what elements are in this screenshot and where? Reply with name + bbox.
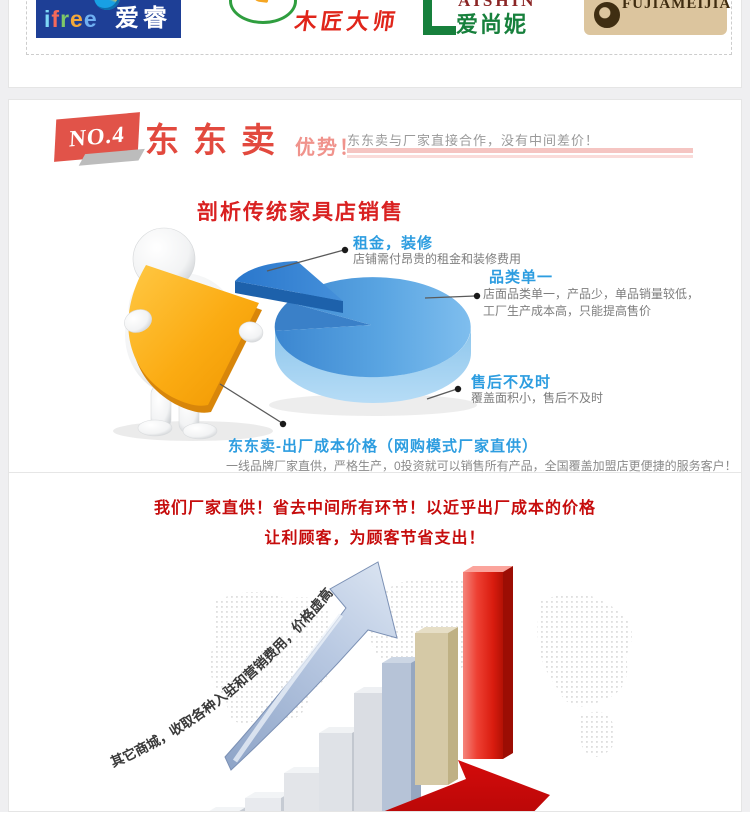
pie-chart bbox=[235, 261, 471, 403]
callout-dots bbox=[279, 246, 481, 428]
section-number-badge: NO.4 bbox=[54, 112, 140, 162]
section-title-suffix: 优势！ bbox=[295, 137, 361, 159]
dark-slice-side bbox=[235, 281, 343, 313]
pie-shadow bbox=[269, 394, 477, 416]
advantage-section: NO.4 东东卖 优势！ 东东卖与厂家直接合作，没有中间差价！ 剖析传统家具店销… bbox=[8, 99, 742, 812]
callout-lines bbox=[219, 249, 476, 424]
factory-price-title: 东东卖-出厂成本价格（网购模式厂家直供） bbox=[228, 438, 538, 455]
bar-8-red bbox=[463, 566, 513, 759]
callout-aftersales-title: 售后不及时 bbox=[471, 374, 552, 391]
pie-side bbox=[275, 327, 471, 403]
statement-line2: 让利顾客，为顾客节省支出！ bbox=[264, 530, 486, 547]
ifree-globe-icon bbox=[94, 0, 120, 10]
growth-bars bbox=[209, 566, 513, 811]
ifree-wordmark: ifree bbox=[44, 6, 98, 32]
callout-line-rent bbox=[266, 249, 345, 272]
bar-chart-illustration: 其它商城，收取各种入驻和营销费用，价格虚高 bbox=[108, 561, 632, 811]
callout-aftersales-desc: 覆盖面积小，售后不及时 bbox=[471, 391, 604, 405]
growth-swoosh-arrow bbox=[224, 561, 398, 771]
section-note: 东东卖与厂家直接合作，没有中间差价！ bbox=[347, 133, 600, 148]
carpenter-master-name: 木匠大师 bbox=[293, 9, 401, 34]
fujiameijia-latin-name: FUJIAMEIJIA bbox=[622, 0, 732, 12]
factory-price-desc: 一线品牌厂家直供，严格生产，0投资就可以销售所有产品，全国覆盖加盟店更便捷的服务… bbox=[226, 459, 737, 473]
dashed-border-frame bbox=[26, 0, 732, 55]
orange-slice bbox=[128, 265, 262, 413]
section-title: 东东卖 bbox=[145, 122, 289, 160]
callout-rent-desc: 店铺需付昂贵的租金和装修费用 bbox=[353, 252, 522, 266]
pie-section-heading: 剖析传统家具店销售 bbox=[197, 201, 404, 224]
ifree-cn-name: 爱睿 bbox=[115, 5, 171, 32]
statement-line1: 我们厂家直供！省去中间所有环节！以近乎出厂成本的价格 bbox=[153, 500, 596, 517]
callout-line-factory bbox=[219, 383, 283, 424]
bottom-strip bbox=[0, 812, 750, 821]
aishin-latin-name: AISHIN bbox=[458, 0, 537, 10]
red-arrow bbox=[384, 760, 550, 811]
aishin-bracket-icon bbox=[423, 0, 456, 35]
bar-7-tan bbox=[415, 627, 458, 785]
figure-right-hand bbox=[238, 321, 264, 343]
callout-line-aftersales bbox=[426, 388, 458, 400]
fujiameijia-emblem-icon bbox=[594, 2, 620, 28]
brand-bar: ifree 爱睿 木匠大师 AISHIN 爱尚妮 富家美家 FUJIAMEIJI… bbox=[8, 0, 742, 88]
figure-left-hand bbox=[124, 309, 152, 333]
pie-notch bbox=[274, 302, 371, 331]
pink-stripe bbox=[347, 148, 693, 153]
bar-1 bbox=[209, 807, 246, 811]
divider bbox=[9, 472, 741, 473]
brand-logo-fujiameijia: 富家美家 FUJIAMEIJIA bbox=[584, 0, 730, 35]
callout-category-title: 品类单一 bbox=[489, 269, 554, 286]
statement: 我们厂家直供！省去中间所有环节！以近乎出厂成本的价格 让利顾客，为顾客节省支出！ bbox=[9, 494, 741, 554]
brand-logo-ifree: ifree 爱睿 bbox=[36, 0, 181, 38]
dark-slice-top bbox=[235, 261, 343, 301]
pie-chart-illustration bbox=[113, 227, 481, 441]
callout-rent-title: 租金，装修 bbox=[353, 235, 434, 252]
carpenter-master-glyph bbox=[252, 0, 271, 3]
pink-stripe bbox=[347, 155, 693, 158]
callout-category-desc: 店面品类单一，产品少，单品销量较低， 工厂生产成本高，只能提高售价 bbox=[483, 287, 700, 318]
callout-line-category bbox=[424, 295, 476, 299]
aishin-cn-name: 爱尚妮 bbox=[456, 12, 529, 37]
